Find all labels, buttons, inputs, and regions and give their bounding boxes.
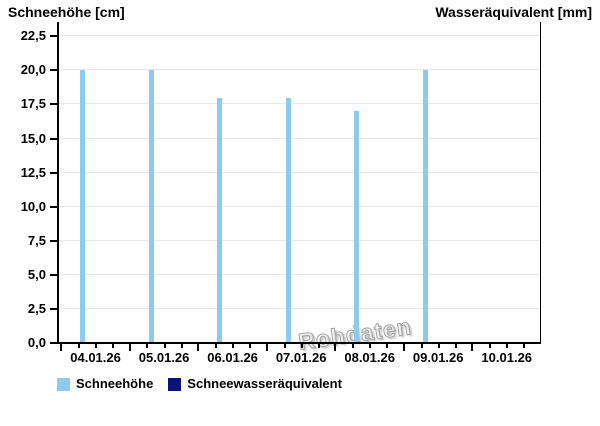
legend-swatch-schneewasseraequivalent (168, 377, 182, 391)
x-tick-major (197, 343, 200, 351)
x-tick-minor (95, 343, 98, 348)
x-tick-major (60, 343, 63, 351)
x-tick-major (471, 343, 474, 351)
bar-schneehoehe (354, 111, 360, 343)
bar-schneehoehe (80, 70, 86, 343)
x-tick-minor (369, 343, 372, 348)
x-tick-major (402, 343, 405, 351)
x-tick-minor (454, 343, 457, 348)
x-tick-minor (420, 343, 423, 348)
x-tick-minor (146, 343, 149, 348)
y-tick-label: 20,0 (20, 62, 46, 78)
y-tick-label: 10,0 (20, 198, 46, 214)
y-grid-line (58, 273, 541, 275)
x-tick-major (128, 343, 131, 351)
y-grid-line (58, 137, 541, 139)
y-tick-label: 15,0 (20, 130, 46, 146)
x-tick-minor (317, 343, 320, 348)
legend-item-schneehoehe: Schneehöhe (57, 377, 153, 391)
y-grid-line (58, 239, 541, 241)
left-axis-title: Schneehöhe [cm] (8, 4, 125, 20)
x-tick-minor (283, 343, 286, 348)
x-tick-minor (249, 343, 252, 348)
legend-label-schneewasseraequivalent: Schneewasseräquivalent (187, 376, 342, 391)
y-axis-tick (50, 239, 57, 242)
x-tick-minor (300, 343, 303, 348)
y-grid-line (58, 171, 541, 173)
bottom-axis-line (57, 342, 541, 344)
bar-schneehoehe (217, 97, 223, 343)
y-tick-label: 17,5 (20, 96, 46, 112)
x-date-label: 04.01.26 (70, 350, 121, 365)
y-axis-tick (50, 273, 57, 276)
x-tick-minor (112, 343, 115, 348)
legend-swatch-schneehoehe (57, 377, 70, 391)
y-grid-line (58, 205, 541, 207)
x-tick-minor (232, 343, 235, 348)
bar-schneehoehe (285, 97, 291, 343)
x-tick-minor (163, 343, 166, 348)
y-axis-tick (50, 342, 57, 344)
y-grid-line (58, 69, 541, 71)
right-axis-title: Wasseräquivalent [mm] (435, 4, 592, 20)
left-axis-line (57, 22, 59, 343)
y-grid-line (58, 307, 541, 309)
x-date-label: 07.01.26 (275, 350, 327, 365)
y-axis-tick (50, 35, 57, 38)
bar-schneehoehe (148, 70, 154, 343)
plot-area: Rohdaten 04.01.2605.01.2606.01.2607.01.2… (57, 22, 541, 365)
x-tick-major (265, 343, 268, 351)
x-date-label: 09.01.26 (412, 350, 464, 365)
legend-label-schneehoehe: Schneehöhe (76, 376, 154, 391)
x-date-label: 10.01.26 (481, 350, 533, 365)
x-tick-minor (506, 343, 509, 348)
legend-item-schneewasseraequivalent: Schneewasseräquivalent (168, 377, 342, 391)
right-axis-line (540, 22, 541, 343)
y-axis-tick (50, 205, 57, 208)
x-tick-minor (214, 343, 217, 348)
x-tick-minor (489, 343, 492, 348)
x-tick-minor (386, 343, 389, 348)
y-tick-label: 0,0 (27, 335, 46, 350)
y-axis-tick (50, 69, 57, 72)
x-date-label: 08.01.26 (344, 350, 395, 365)
y-tick-label: 2,5 (27, 300, 46, 316)
x-tick-minor (77, 343, 80, 348)
legend: Schneehöhe Schneewasseräquivalent (57, 377, 342, 391)
x-tick-minor (437, 343, 440, 348)
y-axis-tick (50, 137, 57, 140)
y-axis-tick (50, 307, 57, 310)
x-tick-major (334, 343, 337, 351)
y-tick-label: 12,5 (20, 164, 46, 180)
x-date-label: 05.01.26 (138, 350, 190, 365)
x-date-label: 06.01.26 (207, 350, 258, 365)
y-tick-label: 22,5 (20, 28, 46, 44)
y-axis-tick (50, 103, 57, 106)
bar-schneehoehe (422, 70, 428, 343)
y-tick-label: 7,5 (27, 232, 46, 248)
y-tick-label: 5,0 (27, 266, 46, 282)
y-grid-line (58, 103, 541, 105)
x-tick-minor (352, 343, 355, 348)
y-grid-line (58, 35, 541, 37)
y-axis-tick (50, 171, 57, 174)
x-tick-minor (523, 343, 526, 348)
x-tick-minor (180, 343, 183, 348)
